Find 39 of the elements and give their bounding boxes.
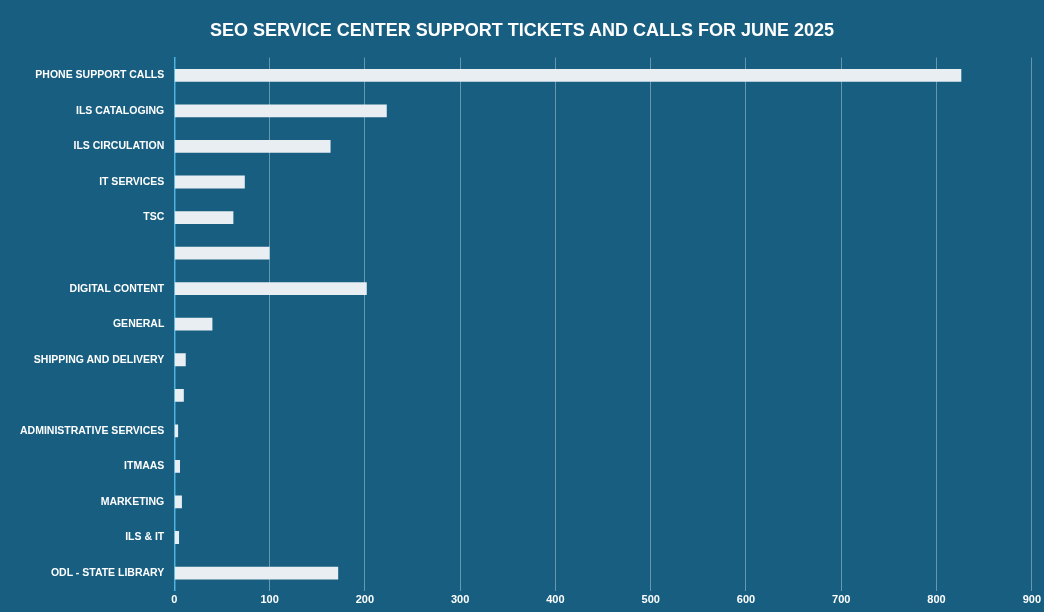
bar	[174, 566, 339, 580]
bar	[174, 353, 186, 367]
x-tick-label: 100	[260, 593, 279, 606]
y-tick-label: MARKETING	[100, 494, 165, 507]
x-tick-label: 800	[927, 593, 946, 606]
bar	[174, 211, 234, 224]
y-tick-label: ILS CIRCULATION	[73, 139, 165, 152]
bar	[174, 246, 270, 260]
bar	[174, 68, 962, 82]
y-tick-label: ITMAAS	[124, 459, 165, 472]
y-tick-label: ILS & IT	[125, 530, 165, 543]
y-tick-label: IT SERVICES	[99, 174, 165, 187]
bar	[174, 317, 213, 331]
x-tick-label: 0	[171, 593, 178, 606]
chart-title: SEO SERVICE CENTER SUPPORT TICKETS AND CALLS FOR JUNE 2025	[209, 19, 835, 40]
y-tick-label: DIGITAL CONTENT	[69, 281, 165, 294]
bar	[174, 424, 179, 438]
y-tick-label: GENERAL	[112, 317, 165, 330]
x-tick-label: 200	[355, 593, 375, 606]
bar	[174, 388, 184, 402]
x-tick-label: 400	[546, 593, 565, 606]
x-tick-label: 300	[450, 593, 470, 606]
x-tick-label: 700	[832, 593, 851, 606]
y-tick-label: SHIPPING AND DELIVERY	[33, 352, 165, 365]
y-tick-label: ODL - STATE LIBRARY	[50, 565, 165, 578]
x-tick-label: 500	[641, 593, 660, 606]
bar	[174, 459, 181, 473]
bar	[174, 531, 180, 544]
y-tick-label: ILS CATALOGING	[76, 103, 165, 116]
x-tick-label: 600	[736, 593, 756, 606]
bar	[174, 282, 367, 296]
y-tick-label: PHONE SUPPORT CALLS	[35, 68, 165, 81]
x-tick-label: 900	[1022, 593, 1041, 606]
y-tick-label: ADMINISTRATIVE SERVICES	[19, 423, 165, 436]
y-tick-label: TSC	[143, 210, 165, 223]
bar	[174, 495, 182, 509]
bar	[174, 140, 331, 153]
bar	[174, 175, 245, 189]
bar	[174, 104, 387, 118]
